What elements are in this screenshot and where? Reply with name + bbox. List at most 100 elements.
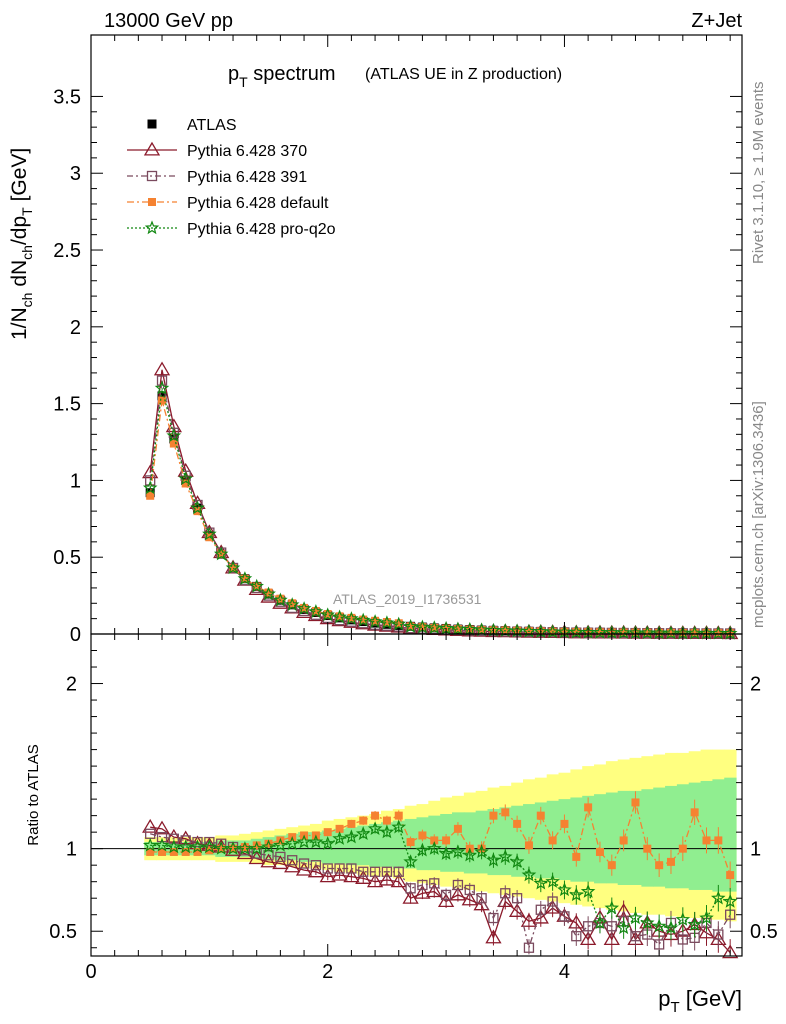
ratio-point-pythia-6-428-391 — [630, 931, 641, 942]
ratio-point-pythia-6-428-default — [382, 816, 391, 825]
legend-entry-atlas: ATLAS — [147, 117, 237, 134]
ratio-point-pythia-6-428-default — [536, 811, 545, 820]
ratio-point-pythia-6-428-pro-q2o — [284, 836, 300, 850]
ratio-point-pythia-6-428-391 — [192, 836, 203, 848]
ratio-point-pythia-6-428-391 — [429, 878, 440, 889]
ratio-point-pythia-6-428-391 — [310, 860, 322, 871]
ratio-point-pythia-6-428-370 — [603, 931, 620, 946]
ratio-point-pythia-6-428-370 — [722, 944, 739, 959]
ratio-point-pythia-6-428-391 — [358, 866, 369, 877]
ratio-point-pythia-6-428-370 — [272, 855, 289, 870]
ratio-point-pythia-6-428-391 — [346, 863, 357, 874]
ratio-point-pythia-6-428-370 — [331, 866, 348, 881]
point-pythia-6-428-pro-q2o — [249, 578, 264, 593]
ratio-point-pythia-6-428-pro-q2o — [273, 837, 288, 852]
ratio-point-pythia-6-428-pro-q2o — [450, 844, 466, 859]
point-pythia-6-428-pro-q2o — [474, 622, 489, 637]
ratio-point-pythia-6-428-370 — [390, 873, 407, 888]
legend-label: Pythia 6.428 pro-q2o — [187, 221, 336, 238]
point-pythia-6-428-pro-q2o — [284, 597, 300, 612]
xtick-label: 4 — [559, 961, 570, 983]
ratio-point-pythia-6-428-391 — [511, 893, 523, 904]
xlabel-main: p — [658, 986, 670, 1011]
point-pythia-6-428-default — [690, 629, 699, 638]
legend-entry-pythia-6-428-391: Pythia 6.428 391 — [127, 169, 307, 186]
ratio-point-pythia-6-428-pro-q2o — [438, 845, 454, 860]
ratio-point-pythia-6-428-default — [690, 808, 699, 817]
legend-entry-pythia-6-428-370: Pythia 6.428 370 — [127, 141, 307, 160]
main-subtitle: (ATLAS UE in Z production) — [365, 66, 562, 83]
point-pythia-6-428-default — [311, 606, 320, 615]
ratio-point-pythia-6-428-370 — [508, 903, 526, 917]
point-pythia-6-428-pro-q2o — [225, 560, 241, 575]
ratio-point-pythia-6-428-default — [453, 824, 462, 833]
ratio-point-pythia-6-428-pro-q2o — [722, 893, 738, 908]
ratio-point-pythia-6-428-pro-q2o — [225, 841, 241, 855]
point-pythia-6-428-default — [169, 439, 178, 448]
point-pythia-6-428-pro-q2o — [166, 428, 182, 443]
point-pythia-6-428-391 — [156, 375, 168, 386]
ratio-point-pythia-6-428-370 — [307, 863, 325, 878]
ratio-point-pythia-6-428-default — [631, 798, 640, 807]
ratio-point-pythia-6-428-370 — [343, 868, 360, 883]
ratio-marks — [142, 791, 739, 959]
ratio-series-pythia-6-428-pro-q2o — [142, 819, 738, 941]
ratio-point-pythia-6-428-370 — [544, 899, 561, 914]
point-pythia-6-428-default — [288, 599, 297, 608]
ratio-point-pythia-6-428-default — [584, 803, 593, 812]
ratio-point-pythia-6-428-pro-q2o — [699, 910, 714, 925]
ratio-point-pythia-6-428-pro-q2o — [142, 837, 158, 852]
ratio-point-pythia-6-428-pro-q2o — [154, 837, 170, 852]
band-green-bin — [369, 823, 382, 867]
ratio-point-pythia-6-428-pro-q2o — [166, 839, 182, 854]
ratio-point-pythia-6-428-default — [643, 844, 652, 853]
main-ytick-label: 2 — [70, 317, 81, 339]
main-ticks: 0 0.5 1 1.5 2 2.5 3 3.5 — [53, 35, 742, 646]
ratio-point-pythia-6-428-370 — [284, 858, 301, 873]
ratio-point-pythia-6-428-391 — [523, 942, 535, 953]
ratio-point-pythia-6-428-391 — [168, 833, 180, 844]
ratio-point-pythia-6-428-default — [418, 831, 427, 840]
point-pythia-6-428-pro-q2o — [320, 607, 335, 622]
ratio-point-pythia-6-428-pro-q2o — [379, 824, 395, 839]
ratio-point-pythia-6-428-pro-q2o — [651, 918, 667, 933]
point-pythia-6-428-default — [229, 563, 238, 572]
ratio-point-pythia-6-428-pro-q2o — [367, 821, 383, 836]
band-green-bin — [629, 790, 642, 885]
ratio-point-pythia-6-428-pro-q2o — [202, 839, 217, 854]
ratio-ytick-label-right: 0.5 — [750, 921, 778, 943]
point-pythia-6-428-pro-q2o — [237, 571, 253, 585]
ratio-point-pythia-6-428-370 — [378, 871, 396, 886]
ratio-point-pythia-6-428-pro-q2o — [320, 836, 335, 850]
band-green-bin — [605, 792, 619, 884]
point-pythia-6-428-391 — [168, 427, 180, 438]
ratio-ytick-label-right: 2 — [750, 674, 761, 696]
ratio-point-pythia-6-428-370 — [366, 873, 384, 888]
legend-atlas-marker — [147, 119, 157, 129]
ratio-point-pythia-6-428-pro-q2o — [391, 819, 407, 834]
ratio-point-pythia-6-428-370 — [153, 820, 171, 835]
ratio-point-pythia-6-428-370 — [698, 924, 715, 939]
ratio-line-pythia-6-428-pro-q2o — [150, 826, 731, 929]
point-pythia-6-428-pro-q2o — [261, 586, 276, 601]
ratio-point-pythia-6-428-default — [501, 808, 510, 817]
header-left: 13000 GeV pp — [104, 10, 233, 32]
ratio-point-pythia-6-428-pro-q2o — [687, 916, 702, 931]
point-pythia-6-428-pro-q2o — [367, 614, 383, 628]
ratio-point-pythia-6-428-default — [548, 836, 557, 845]
ratio-point-pythia-6-428-default — [146, 847, 155, 856]
point-pythia-6-428-default — [300, 603, 309, 612]
ratio-point-pythia-6-428-pro-q2o — [663, 920, 679, 935]
point-pythia-6-428-default — [453, 625, 462, 634]
band-green-bin — [594, 794, 607, 884]
band-green-bin — [452, 812, 465, 872]
point-pythia-6-428-default — [323, 610, 332, 619]
ratio-point-pythia-6-428-default — [714, 836, 723, 845]
ratio-point-pythia-6-428-pro-q2o — [213, 841, 229, 855]
point-pythia-6-428-pro-q2o — [308, 604, 324, 618]
point-pythia-6-428-pro-q2o — [344, 611, 359, 625]
ratio-point-pythia-6-428-pro-q2o — [296, 834, 312, 849]
atlas-point — [157, 391, 167, 401]
ratio-ytick-label-left: 1 — [66, 839, 77, 861]
